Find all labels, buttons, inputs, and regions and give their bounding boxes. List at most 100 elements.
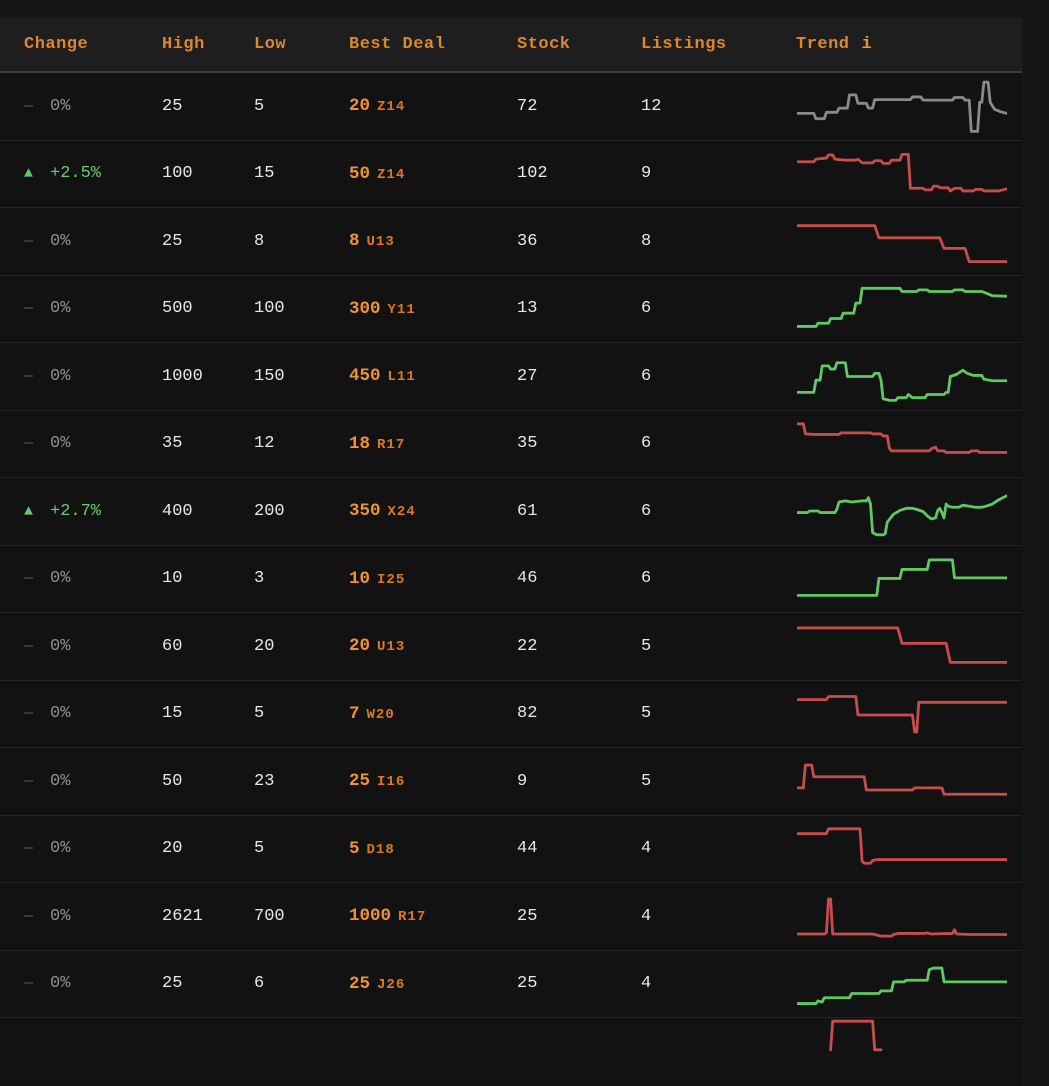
table-row[interactable]: — 0% 50 23 25 I16 9 5 xyxy=(0,748,1022,816)
table-row[interactable]: — 0% 25 8 8 U13 36 8 xyxy=(0,208,1022,276)
best-deal-code: J26 xyxy=(377,976,406,993)
high-value: 25 xyxy=(162,96,183,116)
table-row[interactable]: — 0% 15 5 7 W20 82 5 xyxy=(0,680,1022,748)
column-header-high[interactable]: High xyxy=(162,35,205,54)
table-header: Change High Low Best Deal Stock Listings… xyxy=(0,18,1022,73)
change-value: 0% xyxy=(50,569,71,589)
change-direction-icon: — xyxy=(24,232,34,250)
change-value: +2.7% xyxy=(50,501,102,521)
change-direction-icon: — xyxy=(24,435,34,453)
low-value: 3 xyxy=(254,569,265,589)
table-row[interactable]: — 0% 2621 700 1000 R17 25 4 xyxy=(0,883,1022,951)
trend-cell xyxy=(796,276,1022,343)
best-deal-price: 18 xyxy=(349,433,371,454)
change-cell: ▲ +2.7% xyxy=(0,502,162,521)
high-value: 10 xyxy=(162,569,183,589)
table-row[interactable]: — 0% 10 3 10 I25 46 6 xyxy=(0,545,1022,613)
low-value: 5 xyxy=(254,839,265,859)
trend-sparkline xyxy=(797,148,1007,201)
change-direction-icon: — xyxy=(24,637,34,655)
trend-cell xyxy=(796,478,1022,545)
best-deal-code: I16 xyxy=(377,774,406,791)
table-row[interactable]: — 0% 20 5 5 D18 44 4 xyxy=(0,815,1022,883)
stock-value: 22 xyxy=(517,636,538,656)
best-deal-code: D18 xyxy=(366,841,395,858)
change-cell: — 0% xyxy=(0,97,162,116)
best-deal-price: 450 xyxy=(349,366,381,387)
column-header-trend[interactable]: Trend i xyxy=(796,35,1022,54)
change-direction-icon: — xyxy=(24,367,34,385)
change-cell: — 0% xyxy=(0,839,162,858)
table-row[interactable]: ▲ +2.5% 100 15 50 Z14 102 9 xyxy=(0,140,1022,208)
best-deal-cell: 8 U13 xyxy=(349,231,517,251)
listings-value: 6 xyxy=(641,366,652,386)
listings-value: 5 xyxy=(641,771,652,791)
trend-cell xyxy=(796,613,1022,680)
low-value: 100 xyxy=(254,299,285,319)
listings-value: 5 xyxy=(641,704,652,724)
best-deal-code: X24 xyxy=(387,504,416,521)
best-deal-price: 25 xyxy=(349,973,371,994)
stock-value: 27 xyxy=(517,366,538,386)
best-deal-cell: 1000 R17 xyxy=(349,906,517,926)
listings-value: 5 xyxy=(641,636,652,656)
best-deal-price: 1000 xyxy=(349,906,392,927)
best-deal-cell: 50 Z14 xyxy=(349,164,517,184)
table-row[interactable] xyxy=(0,1018,1022,1086)
best-deal-price: 5 xyxy=(349,838,360,859)
table-row[interactable]: — 0% 35 12 18 R17 35 6 xyxy=(0,410,1022,478)
listings-value: 12 xyxy=(641,96,662,116)
trend-cell xyxy=(796,343,1022,410)
table-row[interactable]: — 0% 1000 150 450 L11 27 6 xyxy=(0,343,1022,411)
high-value: 1000 xyxy=(162,366,203,386)
best-deal-price: 20 xyxy=(349,636,371,657)
high-value: 25 xyxy=(162,231,183,251)
best-deal-price: 10 xyxy=(349,568,371,589)
best-deal-cell: 10 I25 xyxy=(349,569,517,589)
change-value: 0% xyxy=(50,704,71,724)
change-cell: ▲ +2.5% xyxy=(0,164,162,183)
low-value: 20 xyxy=(254,636,275,656)
table-body: — 0% 25 5 20 Z14 72 12 ▲ +2.5% 100 15 50 Z14… xyxy=(0,73,1022,1086)
high-value: 500 xyxy=(162,299,193,319)
column-header-best-deal[interactable]: Best Deal xyxy=(349,35,446,54)
change-value: 0% xyxy=(50,299,71,319)
table-row[interactable]: — 0% 25 5 20 Z14 72 12 xyxy=(0,73,1022,141)
table-row[interactable]: ▲ +2.7% 400 200 350 X24 61 6 xyxy=(0,478,1022,546)
info-icon[interactable]: i xyxy=(861,35,873,54)
column-header-low[interactable]: Low xyxy=(254,35,287,54)
change-direction-icon: — xyxy=(24,570,34,588)
best-deal-cell xyxy=(349,1042,517,1062)
stock-value: 36 xyxy=(517,231,538,251)
change-cell: — 0% xyxy=(0,907,162,926)
high-value: 60 xyxy=(162,636,183,656)
column-header-stock[interactable]: Stock xyxy=(517,35,571,54)
best-deal-cell: 20 U13 xyxy=(349,636,517,656)
stock-value: 72 xyxy=(517,96,538,116)
table-row[interactable]: — 0% 500 100 300 Y11 13 6 xyxy=(0,275,1022,343)
best-deal-cell: 350 X24 xyxy=(349,501,517,521)
column-header-trend-label: Trend xyxy=(796,35,850,54)
best-deal-cell: 25 J26 xyxy=(349,974,517,994)
column-header-change[interactable]: Change xyxy=(24,35,89,54)
change-cell: — 0% xyxy=(0,569,162,588)
best-deal-cell: 18 R17 xyxy=(349,434,517,454)
listings-value: 4 xyxy=(641,974,652,994)
table-row[interactable]: — 0% 60 20 20 U13 22 5 xyxy=(0,613,1022,681)
stock-value: 102 xyxy=(517,164,548,184)
trend-cell xyxy=(796,411,1022,478)
change-value: 0% xyxy=(50,96,71,116)
listings-value: 6 xyxy=(641,501,652,521)
low-value: 5 xyxy=(254,96,265,116)
trend-cell xyxy=(796,546,1022,613)
change-cell xyxy=(0,1042,162,1061)
table-row[interactable]: — 0% 25 6 25 J26 25 4 xyxy=(0,950,1022,1018)
high-value: 2621 xyxy=(162,906,203,926)
listings-value: 6 xyxy=(641,569,652,589)
best-deal-price: 7 xyxy=(349,703,360,724)
change-direction-icon: — xyxy=(24,300,34,318)
column-header-listings[interactable]: Listings xyxy=(641,35,727,54)
best-deal-code: W20 xyxy=(366,706,395,723)
best-deal-price: 300 xyxy=(349,298,381,319)
best-deal-price: 25 xyxy=(349,771,371,792)
